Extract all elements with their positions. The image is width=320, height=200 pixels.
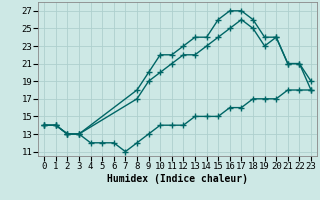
X-axis label: Humidex (Indice chaleur): Humidex (Indice chaleur) (107, 174, 248, 184)
